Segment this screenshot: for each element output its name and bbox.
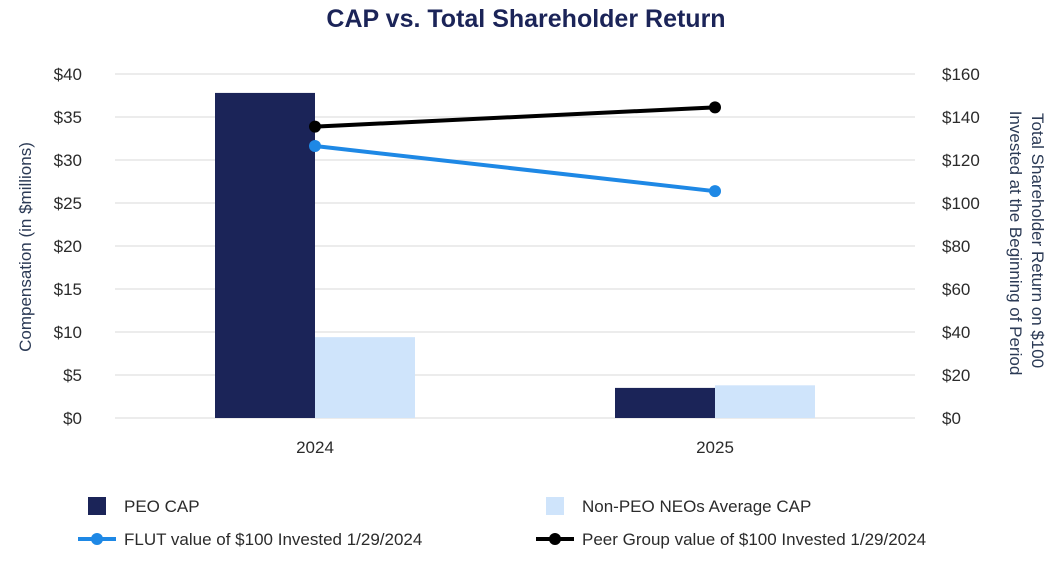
chart-title: CAP vs. Total Shareholder Return — [326, 5, 725, 33]
y-tick-label: $10 — [54, 323, 82, 342]
bar-non-peo-cap-2025 — [715, 385, 815, 418]
line-peer-group — [314, 105, 716, 129]
y2-axis-title-line-1: Total Shareholder Return on $100 — [1028, 113, 1047, 368]
y2-tick-label: $20 — [942, 366, 970, 385]
x-axis-ticks: 2024 2025 — [296, 438, 734, 457]
point-flut — [709, 185, 721, 198]
point-flut — [309, 140, 321, 153]
point-peer-group — [309, 120, 321, 133]
y2-tick-label: $140 — [942, 108, 980, 127]
right-axis-ticks: $0 $20 $40 $60 $80 $100 $120 $140 $160 — [942, 65, 980, 428]
legend-peer-group-swatch-dot — [549, 533, 561, 545]
legend-peo-cap-swatch — [88, 497, 106, 515]
y-tick-label: $25 — [54, 194, 82, 213]
bar-peo-cap-2025 — [615, 387, 715, 418]
bar-non-peo-cap-2024 — [315, 337, 415, 418]
x-tick-label: 2025 — [696, 438, 734, 457]
y2-axis-title-line-2: Invested at the Beginning of Period — [1006, 111, 1025, 376]
y-tick-label: $0 — [63, 409, 82, 428]
y2-axis-title: Total Shareholder Return on $100 Investe… — [1006, 111, 1047, 376]
y2-tick-label: $60 — [942, 280, 970, 299]
y-tick-label: $40 — [54, 65, 82, 84]
y2-tick-label: $120 — [942, 151, 980, 170]
y2-tick-label: $40 — [942, 323, 970, 342]
legend-peer-group-label: Peer Group value of $100 Invested 1/29/2… — [582, 530, 926, 549]
legend-flut-label: FLUT value of $100 Invested 1/29/2024 — [124, 530, 422, 549]
y-tick-label: $20 — [54, 237, 82, 256]
line-flut — [314, 144, 716, 194]
x-tick-label: 2024 — [296, 438, 334, 457]
legend-flut-swatch-dot — [91, 533, 103, 545]
left-axis-ticks: $0 $5 $10 $15 $20 $25 $30 $35 $40 — [54, 65, 82, 428]
y-axis-title: Compensation (in $millions) — [16, 142, 35, 352]
legend-non-peo-cap-label: Non-PEO NEOs Average CAP — [582, 497, 811, 516]
point-peer-group — [709, 101, 721, 114]
legend-peo-cap-label: PEO CAP — [124, 497, 200, 516]
legend: PEO CAP Non-PEO NEOs Average CAP FLUT valu… — [78, 497, 926, 549]
y-tick-label: $15 — [54, 280, 82, 299]
y2-tick-label: $80 — [942, 237, 970, 256]
y-tick-label: $35 — [54, 108, 82, 127]
y-tick-label: $30 — [54, 151, 82, 170]
legend-non-peo-cap-swatch — [546, 497, 564, 515]
y2-tick-label: $160 — [942, 65, 980, 84]
bar-peo-cap-2024 — [215, 92, 315, 419]
y2-tick-label: $100 — [942, 194, 980, 213]
y2-tick-label: $0 — [942, 409, 961, 428]
y-tick-label: $5 — [63, 366, 82, 385]
bars — [215, 92, 815, 419]
line-series — [309, 101, 721, 198]
